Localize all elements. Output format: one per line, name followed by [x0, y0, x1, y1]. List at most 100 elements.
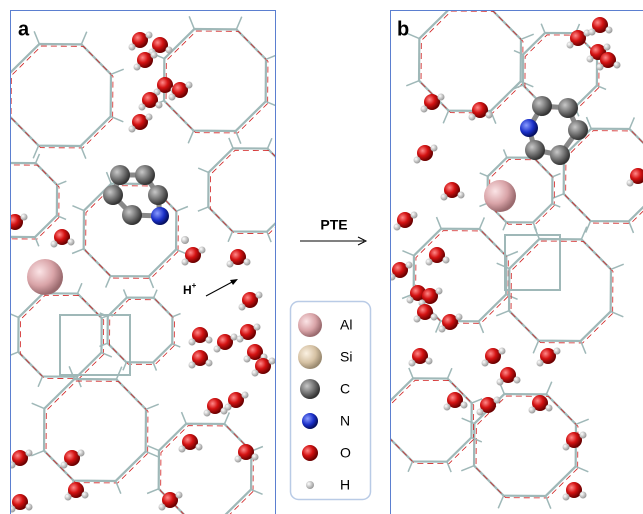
arrow-label: PTE [320, 217, 347, 233]
carbon [122, 205, 142, 225]
hydrogen [26, 450, 33, 457]
hydrogen [231, 334, 238, 341]
hydrogen [546, 405, 553, 412]
framework [198, 168, 208, 172]
hydrogen [269, 358, 276, 365]
framework [576, 419, 589, 424]
hydrogen [166, 47, 173, 54]
framework [20, 295, 103, 378]
hydrogen [563, 494, 570, 501]
hydrogen [406, 262, 413, 269]
hydrogen [21, 214, 28, 221]
framework [46, 381, 148, 483]
hydrogen [159, 504, 166, 511]
hydrogen [239, 304, 246, 311]
hydrogen [237, 336, 244, 343]
hydrogen [169, 94, 176, 101]
hydrogen [179, 446, 186, 453]
legend-label: N [340, 413, 350, 429]
hydrogen [431, 314, 438, 321]
hydrogen [134, 64, 141, 71]
annotation-text: H [183, 283, 192, 297]
hydrogen [151, 52, 158, 59]
framework [521, 34, 534, 39]
hydrogen [443, 257, 450, 264]
hydrogen [244, 356, 251, 363]
hydrogen [189, 339, 196, 346]
hydrogen [497, 379, 504, 386]
hydrogen [409, 360, 416, 367]
framework [443, 111, 448, 124]
hydrogen [252, 454, 259, 461]
hydrogen [176, 492, 183, 499]
hydrogen [436, 288, 443, 295]
hydrogen [61, 462, 68, 469]
hydrogen [461, 402, 468, 409]
framework [629, 117, 634, 129]
framework [266, 101, 279, 106]
hydrogen [426, 259, 433, 266]
framework [503, 222, 506, 230]
framework [123, 362, 126, 370]
carbon [550, 145, 570, 165]
framework [149, 276, 154, 288]
framework [72, 249, 84, 254]
legend-swatch [302, 413, 318, 429]
framework [172, 314, 180, 317]
framework [491, 0, 496, 9]
framework [57, 216, 66, 220]
hydrogen [567, 42, 574, 49]
hydrogen [389, 274, 396, 281]
framework [291, 208, 301, 212]
framework [0, 163, 57, 237]
hydrogen [486, 112, 493, 119]
framework [154, 290, 157, 298]
framework [533, 341, 538, 354]
hydrogen [204, 410, 211, 417]
framework [198, 207, 208, 211]
framework [479, 217, 484, 229]
framework [629, 221, 634, 233]
hydrogen [82, 492, 89, 499]
hydrogen [189, 362, 196, 369]
framework [60, 315, 130, 375]
framework [378, 398, 388, 402]
framework [546, 382, 551, 395]
hydrogen [199, 247, 206, 254]
framework [106, 276, 111, 288]
framework [292, 169, 302, 173]
panel-b [378, 0, 643, 509]
framework [166, 31, 268, 133]
framework [268, 138, 272, 148]
carbon [532, 96, 552, 116]
framework [31, 451, 44, 456]
framework [437, 217, 442, 229]
hydrogen [441, 194, 448, 201]
hydrogen [394, 224, 401, 231]
framework [479, 321, 484, 333]
hydrogen [426, 358, 433, 365]
hydrogen [554, 348, 561, 355]
framework [506, 252, 518, 257]
framework [8, 352, 18, 356]
hydrogen [4, 226, 11, 233]
hydrogen [580, 492, 587, 499]
carbon [135, 165, 155, 185]
framework [390, 380, 473, 463]
framework [32, 403, 45, 408]
framework [597, 86, 606, 90]
framework [504, 149, 507, 157]
framework [72, 206, 84, 211]
framework [444, 0, 449, 9]
framework [36, 154, 40, 163]
carbon [148, 185, 168, 205]
hydrogen [439, 326, 446, 333]
hydrogen [438, 94, 445, 101]
framework [0, 68, 9, 73]
hydrogen [477, 409, 484, 416]
hydrogen [494, 397, 501, 404]
framework [505, 235, 560, 290]
carbon [568, 120, 588, 140]
hydrogen [421, 106, 428, 113]
framework [210, 150, 293, 233]
